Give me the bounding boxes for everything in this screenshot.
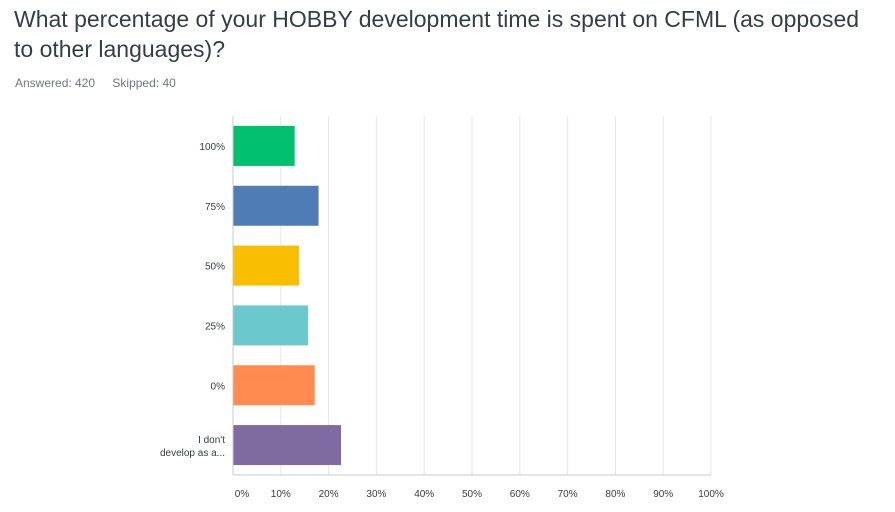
question-title: What percentage of your HOBBY developmen… xyxy=(14,6,860,62)
answered-count: Answered: 420 xyxy=(15,76,96,90)
x-tick-label: 100% xyxy=(698,489,724,500)
x-tick-label: 60% xyxy=(510,489,530,500)
x-tick-label: 40% xyxy=(414,489,434,500)
bar xyxy=(233,425,342,466)
x-tick-label: 0% xyxy=(235,489,250,500)
chart-bars xyxy=(233,125,342,466)
x-tick-label: 80% xyxy=(605,489,625,500)
chart-labels: 100% 75% 50% 25% 0% I don't develop as a... 0% 1… xyxy=(160,142,724,500)
category-label: I don't develop as a... xyxy=(160,435,225,459)
chart-gridlines xyxy=(280,116,712,475)
response-stats: Answered: 420 Skipped: 40 xyxy=(15,76,190,90)
x-tick-label: 90% xyxy=(653,489,673,500)
x-tick-label: 10% xyxy=(271,489,291,500)
category-label: 75% xyxy=(205,202,225,213)
category-label: 100% xyxy=(199,142,225,153)
bar xyxy=(233,305,309,346)
bar xyxy=(233,245,299,286)
chart-axes xyxy=(232,116,711,476)
category-label: 0% xyxy=(211,381,226,392)
x-tick-label: 20% xyxy=(319,489,339,500)
x-tick-label: 70% xyxy=(558,489,578,500)
bar xyxy=(233,185,319,226)
category-label: 25% xyxy=(205,321,225,332)
x-tick-label: 50% xyxy=(462,489,482,500)
skipped-count: Skipped: 40 xyxy=(112,76,176,90)
x-tick-label: 30% xyxy=(366,489,386,500)
bar xyxy=(233,365,315,406)
category-label: 50% xyxy=(205,262,225,273)
bar xyxy=(233,125,295,166)
